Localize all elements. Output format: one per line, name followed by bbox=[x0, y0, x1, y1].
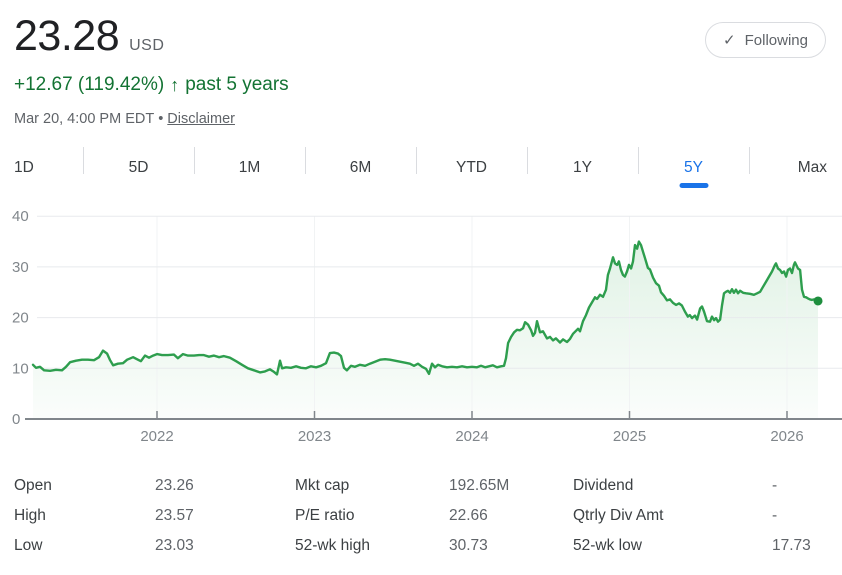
x-axis-label: 2026 bbox=[770, 428, 803, 445]
up-arrow-icon: ↑ bbox=[170, 74, 180, 95]
tab-label: 5Y bbox=[684, 158, 703, 176]
stat-label: Dividend bbox=[573, 477, 634, 494]
x-axis-label: 2024 bbox=[455, 428, 488, 445]
y-axis-label: 30 bbox=[12, 259, 29, 276]
stat-label: P/E ratio bbox=[295, 507, 355, 524]
date-row: Mar 20, 4:00 PM EDT • Disclaimer bbox=[14, 111, 235, 127]
stat-value: - bbox=[772, 477, 778, 494]
tab-label: 1M bbox=[238, 158, 261, 176]
stat-value: 17.73 bbox=[772, 537, 811, 554]
price-change: +12.67 (119.42%) bbox=[14, 74, 165, 95]
price-row: 23.28 USD bbox=[14, 12, 164, 61]
stat-value: 30.73 bbox=[449, 537, 488, 554]
tab-1y[interactable]: 1Y bbox=[527, 145, 638, 190]
x-axis-label: 2023 bbox=[298, 428, 331, 445]
tab-label: 6M bbox=[349, 158, 372, 176]
tab-1m[interactable]: 1M bbox=[194, 145, 305, 190]
stat-value: 23.03 bbox=[155, 537, 194, 554]
chart-end-dot bbox=[813, 296, 823, 306]
check-icon: ✓ bbox=[723, 32, 736, 49]
chart-area-fill bbox=[33, 241, 818, 419]
price-chart[interactable]: 2022 2023 2024 2025 2026 0 10 20 30 40 bbox=[0, 200, 842, 450]
following-label: Following bbox=[744, 31, 808, 49]
stat-value: - bbox=[772, 507, 778, 524]
price-change-row: +12.67 (119.42%) ↑ past 5 years bbox=[14, 74, 289, 96]
key-stats: Open 23.26 Mkt cap 192.65M Dividend - High 23.5… bbox=[0, 471, 842, 561]
tab-label: 1D bbox=[14, 158, 34, 176]
stat-label: Mkt cap bbox=[295, 477, 350, 494]
following-button[interactable]: ✓ Following bbox=[705, 22, 826, 58]
stat-label: 52-wk high bbox=[295, 537, 370, 554]
tab-ytd[interactable]: YTD bbox=[416, 145, 527, 190]
stat-label: 52-wk low bbox=[573, 537, 642, 554]
tab-5y[interactable]: 5Y bbox=[638, 145, 749, 190]
y-axis-label: 10 bbox=[12, 360, 29, 377]
timestamp: Mar 20, 4:00 PM EDT bbox=[14, 111, 155, 127]
tab-1d[interactable]: 1D bbox=[0, 145, 83, 190]
tab-6m[interactable]: 6M bbox=[305, 145, 416, 190]
x-axis-label: 2022 bbox=[140, 428, 173, 445]
stat-label: Qtrly Div Amt bbox=[573, 507, 664, 524]
range-tabs: 1D 5D 1M 6M YTD 1Y 5Y Max bbox=[0, 145, 842, 190]
stat-value: 23.57 bbox=[155, 507, 194, 524]
tab-5d[interactable]: 5D bbox=[83, 145, 194, 190]
stock-price: 23.28 bbox=[14, 12, 120, 60]
price-line bbox=[31, 240, 820, 376]
tab-label: YTD bbox=[456, 158, 487, 176]
y-axis-label: 40 bbox=[12, 208, 29, 225]
x-axis-label: 2025 bbox=[613, 428, 646, 445]
y-axis-label: 0 bbox=[12, 411, 20, 428]
stat-value: 192.65M bbox=[449, 477, 510, 494]
tab-max[interactable]: Max bbox=[749, 145, 842, 190]
stat-value: 22.66 bbox=[449, 507, 488, 524]
change-period: past 5 years bbox=[185, 74, 289, 95]
stat-value: 23.26 bbox=[155, 477, 194, 494]
dot-separator: • bbox=[158, 111, 164, 127]
tab-label: Max bbox=[797, 158, 827, 176]
stat-label: Low bbox=[14, 537, 43, 554]
y-axis-label: 20 bbox=[12, 310, 29, 327]
currency-label: USD bbox=[129, 37, 165, 54]
tab-label: 1Y bbox=[573, 158, 592, 176]
disclaimer-link[interactable]: Disclaimer bbox=[167, 111, 235, 127]
stat-label: Open bbox=[14, 477, 52, 494]
stat-label: High bbox=[14, 507, 46, 524]
tab-label: 5D bbox=[128, 158, 149, 176]
